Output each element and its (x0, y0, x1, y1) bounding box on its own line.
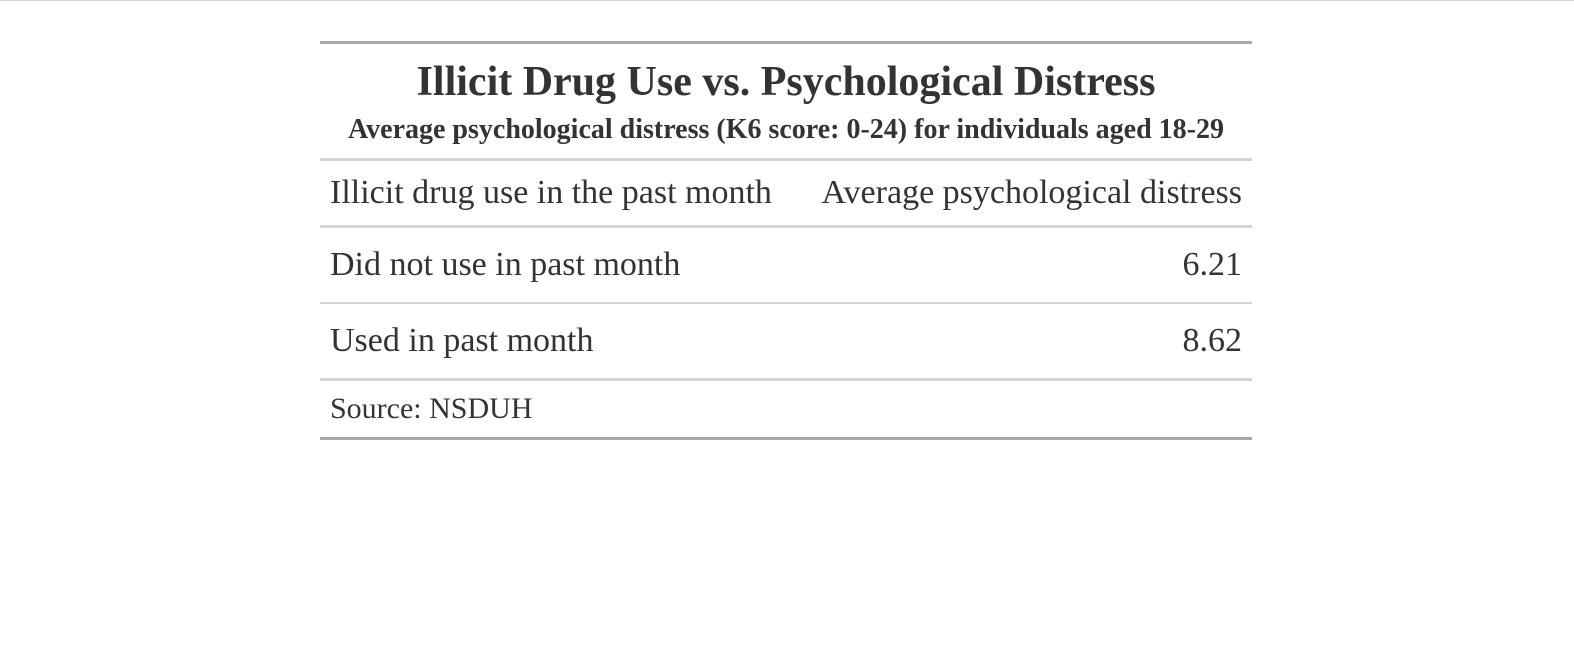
distress-table-container: Illicit Drug Use vs. Psychological Distr… (320, 41, 1252, 440)
column-header-row: Illicit drug use in the past month Avera… (320, 159, 1252, 228)
source-note: Source: NSDUH (330, 392, 533, 425)
table-title: Illicit Drug Use vs. Psychological Distr… (416, 59, 1156, 105)
table-title-row: Illicit Drug Use vs. Psychological Distr… (320, 42, 1252, 161)
row-value: 8.62 (797, 303, 1252, 381)
row-label: Did not use in past month (320, 226, 798, 304)
row-value: 6.21 (797, 226, 1252, 304)
table-subtitle: Average psychological distress (K6 score… (348, 114, 1224, 145)
column-header-drug-use: Illicit drug use in the past month (320, 159, 798, 228)
row-label: Used in past month (320, 303, 798, 381)
table-heading: Illicit Drug Use vs. Psychological Distr… (320, 42, 1252, 161)
table-row: Used in past month 8.62 (320, 303, 1252, 381)
table-row: Did not use in past month 6.21 (320, 226, 1252, 304)
distress-table: Illicit Drug Use vs. Psychological Distr… (320, 41, 1252, 440)
column-header-distress: Average psychological distress (797, 159, 1252, 228)
source-note-row: Source: NSDUH (320, 380, 1252, 439)
